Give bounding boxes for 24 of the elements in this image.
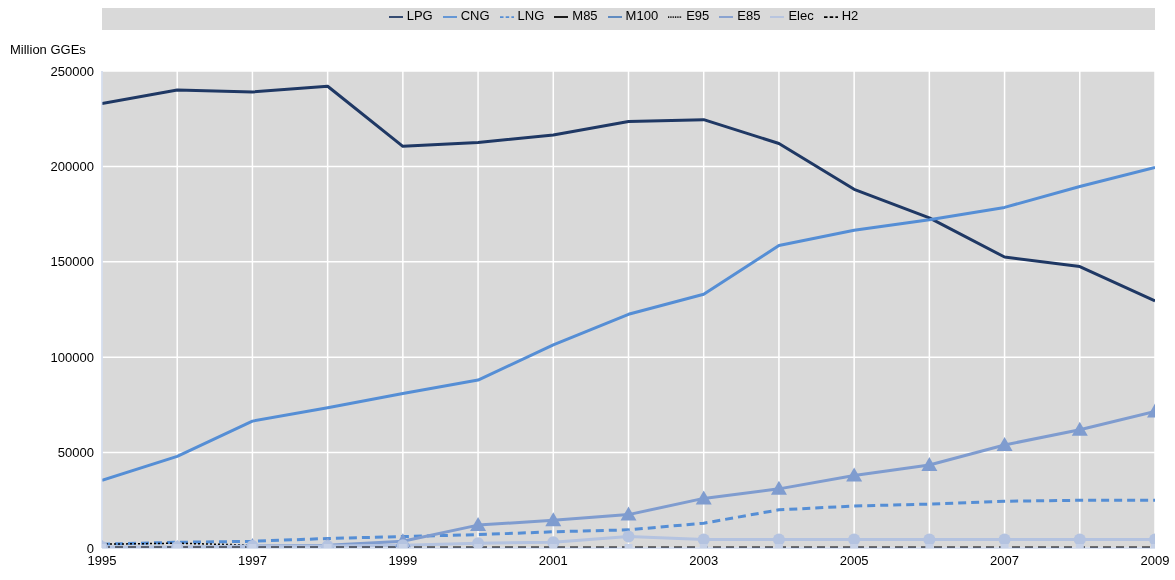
legend-label: E95: [686, 8, 710, 23]
legend-label: LNG: [517, 8, 545, 23]
x-tick-label: 2005: [839, 553, 869, 569]
y-axis-title: Million GGEs: [10, 42, 86, 57]
y-tick-label: 150000: [50, 254, 94, 270]
x-tick-label: 1997: [237, 553, 267, 569]
legend-label: CNG: [460, 8, 490, 23]
x-tick-label: 2001: [538, 553, 568, 569]
legend-label: H2: [841, 8, 859, 23]
legend-label: E85: [737, 8, 761, 23]
y-tick-label: 0: [86, 540, 94, 556]
legend-label: M85: [572, 8, 598, 23]
y-tick-label: 250000: [50, 63, 94, 79]
legend-label: Elec: [788, 8, 814, 23]
x-tick-label: 2009: [1140, 553, 1170, 569]
y-tick-label: 100000: [50, 349, 94, 365]
y-tick-label: 50000: [57, 445, 94, 461]
x-tick-label: 2007: [990, 553, 1020, 569]
y-tick-label: 200000: [50, 159, 94, 175]
legend-label: LPG: [406, 8, 433, 23]
x-tick-label: 1995: [87, 553, 117, 569]
legend-label: M100: [625, 8, 659, 23]
x-tick-label: 2003: [689, 553, 719, 569]
x-tick-label: 1999: [388, 553, 418, 569]
